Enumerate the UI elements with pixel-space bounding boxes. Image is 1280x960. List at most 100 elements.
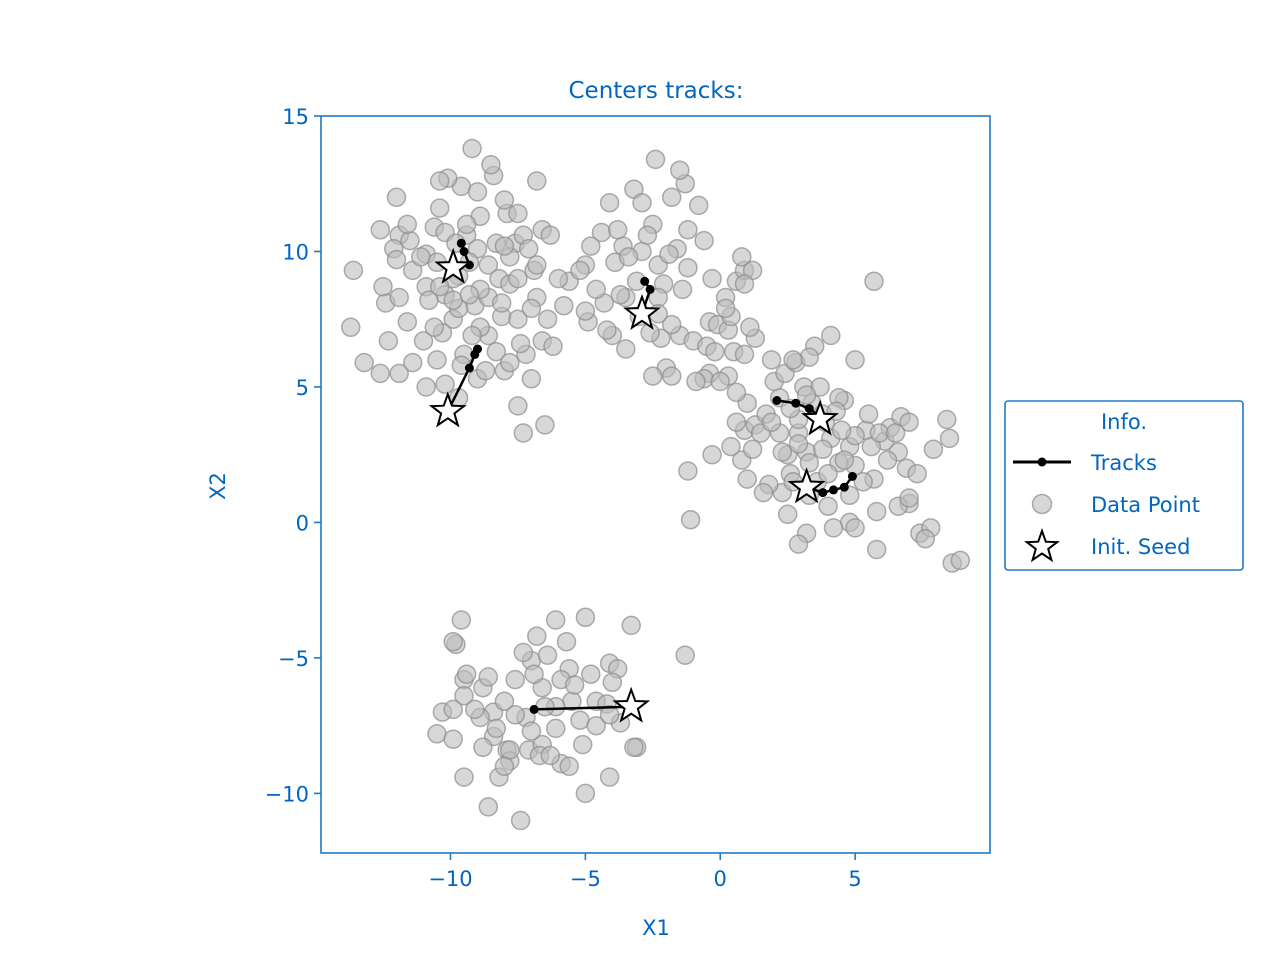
data-point xyxy=(661,187,682,208)
data-point xyxy=(456,214,477,235)
data-point xyxy=(726,382,747,403)
data-point xyxy=(505,669,525,690)
data-point xyxy=(866,539,887,560)
data-point xyxy=(537,309,558,329)
data-point xyxy=(680,509,701,530)
data-point xyxy=(858,404,879,424)
data-point xyxy=(475,360,496,381)
legend-title: Info. xyxy=(1101,410,1147,434)
data-point xyxy=(467,182,488,202)
data-point xyxy=(705,341,725,362)
data-point xyxy=(599,705,620,725)
data-point xyxy=(400,230,420,251)
data-point xyxy=(672,279,693,300)
data-point xyxy=(508,309,528,329)
data-point xyxy=(818,463,838,484)
legend-tracks-dot-icon xyxy=(1037,457,1047,467)
data-point xyxy=(402,352,423,373)
data-point xyxy=(424,317,445,338)
data-point xyxy=(554,295,574,316)
data-point xyxy=(907,463,927,484)
data-point xyxy=(678,257,698,278)
data-point xyxy=(575,607,596,628)
data-point xyxy=(599,192,620,213)
data-point xyxy=(413,331,434,351)
data-point xyxy=(443,699,463,720)
init-seed-star xyxy=(801,399,839,436)
data-point xyxy=(481,155,501,175)
data-point xyxy=(643,366,663,386)
init-seed-star xyxy=(428,391,467,428)
data-point xyxy=(702,268,722,289)
data-point xyxy=(518,239,539,259)
data-point xyxy=(540,745,561,766)
data-point xyxy=(456,664,477,684)
data-point xyxy=(543,336,563,357)
data-point xyxy=(864,271,884,292)
legend-item-data-point: Data Point xyxy=(1091,493,1200,517)
data-point xyxy=(845,350,865,370)
data-point xyxy=(513,642,534,663)
y-tick-label: 0 xyxy=(296,511,309,535)
data-point xyxy=(478,797,499,817)
track-point xyxy=(791,398,801,408)
data-point xyxy=(597,320,617,340)
data-point xyxy=(715,298,736,319)
data-point xyxy=(340,317,361,338)
data-point xyxy=(473,737,493,758)
legend-star-icon xyxy=(1023,528,1061,563)
track-point xyxy=(818,488,828,498)
track-point xyxy=(772,396,782,405)
init-seed-star xyxy=(787,467,826,504)
data-point xyxy=(602,672,623,693)
y-tick-label: −10 xyxy=(265,782,309,806)
track-point xyxy=(473,344,482,354)
data-point xyxy=(419,290,439,311)
data-point xyxy=(675,645,695,665)
data-point xyxy=(429,276,450,297)
track-point xyxy=(459,247,469,256)
data-point xyxy=(397,312,418,332)
data-point xyxy=(491,293,512,313)
data-point xyxy=(610,285,631,305)
data-point xyxy=(389,287,409,308)
track-point xyxy=(640,276,650,286)
data-point xyxy=(761,350,782,370)
data-point xyxy=(527,171,547,191)
track-point xyxy=(464,363,474,373)
data-point xyxy=(521,298,542,319)
data-point xyxy=(535,696,555,717)
data-point xyxy=(702,444,722,465)
x-axis-label: X1 xyxy=(642,916,670,940)
y-tick-label: 10 xyxy=(282,240,309,264)
data-point xyxy=(454,767,474,787)
data-point xyxy=(540,225,561,245)
data-point xyxy=(527,255,547,275)
data-point xyxy=(427,350,447,370)
data-point xyxy=(513,423,534,443)
data-point xyxy=(505,705,525,725)
data-point xyxy=(937,409,957,430)
data-point xyxy=(545,718,566,739)
data-point xyxy=(494,691,515,712)
data-point xyxy=(885,423,906,443)
data-point xyxy=(570,260,590,281)
legend-item-init-seed: Init. Seed xyxy=(1091,535,1190,559)
axes: −10 −5 0 5 −10 −5 0 5 10 15 xyxy=(265,105,991,891)
data-point xyxy=(678,461,698,481)
data-point xyxy=(386,249,407,270)
data-point xyxy=(645,149,666,170)
data-point xyxy=(877,450,898,470)
data-point xyxy=(726,412,747,432)
data-point xyxy=(616,339,636,359)
data-point xyxy=(462,325,482,346)
data-point xyxy=(570,710,590,730)
y-tick-label: 15 xyxy=(282,105,309,129)
data-point xyxy=(559,756,579,777)
data-point xyxy=(486,718,507,739)
y-axis-label: X2 xyxy=(206,472,230,500)
data-point xyxy=(535,415,555,435)
data-point xyxy=(527,626,547,646)
axes-frame xyxy=(320,115,991,854)
